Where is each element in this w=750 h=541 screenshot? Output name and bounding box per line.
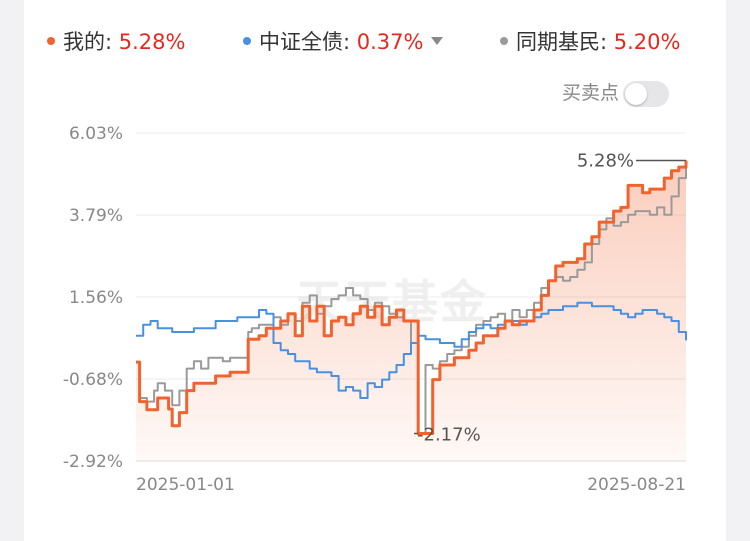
y-tick-label: 3.79% [69, 206, 123, 226]
legend-label: 我的: [63, 30, 113, 54]
legend-item-mine[interactable]: 我的: 5.28% [47, 26, 185, 56]
min-annotation-label: -2.17% [417, 425, 481, 446]
series-line-mine [136, 160, 688, 435]
legend-value: 0.37% [356, 30, 424, 54]
series-line-benchmark [136, 301, 687, 399]
legend-label: 中证全债: [259, 30, 351, 54]
legend-label: 同期基民: [516, 30, 608, 54]
y-tick-label: -2.92% [63, 452, 123, 472]
trade-points-toggle[interactable] [623, 80, 670, 107]
series-dot-icon [47, 37, 55, 45]
dropdown-triangle-icon[interactable] [431, 37, 444, 45]
series-area-mine [136, 160, 686, 461]
max-annotation-label: 5.28% [577, 150, 634, 171]
legend-value: 5.28% [118, 30, 186, 54]
legend-item-peers[interactable]: 同期基民: 5.20% [500, 26, 680, 56]
y-tick-label: 6.03% [69, 124, 123, 144]
legend-value: 5.20% [613, 30, 681, 54]
y-tick-label: 1.56% [69, 288, 123, 308]
legend-item-benchmark[interactable]: 中证全债: 0.37% [243, 26, 444, 56]
toggle-knob [625, 82, 648, 105]
series-dot-icon [500, 37, 508, 45]
y-tick-label: -0.68% [63, 370, 123, 390]
trade-points-label: 买卖点 [562, 82, 620, 104]
x-tick-label: 2025-08-21 [587, 475, 686, 495]
x-tick-label: 2025-01-01 [136, 475, 235, 495]
series-dot-icon [243, 37, 251, 45]
trade-points-toggle-row: 买卖点 [562, 78, 670, 107]
legend: 我的: 5.28% 中证全债: 0.37% 同期基民: 5.20% [0, 26, 750, 56]
